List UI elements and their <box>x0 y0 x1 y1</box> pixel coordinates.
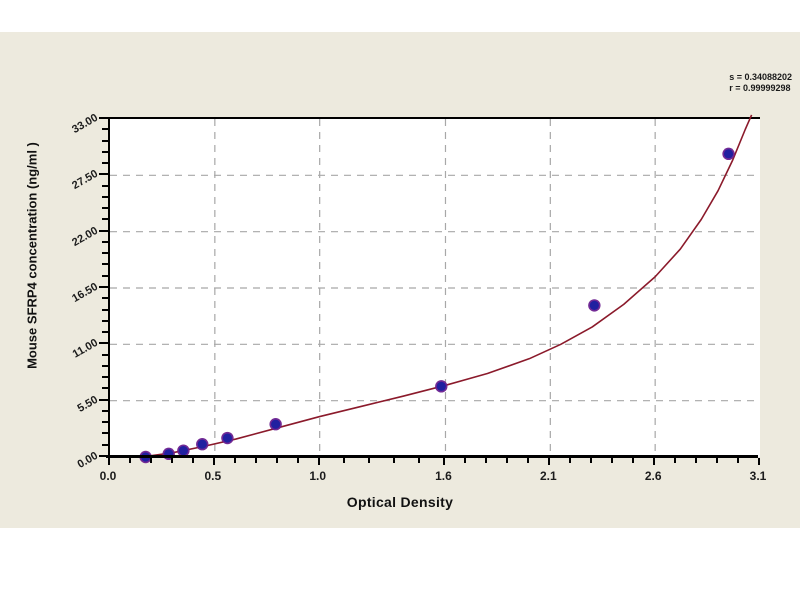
y-tick-minor-3-4 <box>102 240 108 243</box>
x-tick-minor-1-1 <box>233 458 236 463</box>
plot-area <box>108 114 760 464</box>
y-tick-minor-1-4 <box>102 353 108 356</box>
y-tick-major-4 <box>99 229 108 232</box>
x-tick-minor-4-3 <box>611 458 614 463</box>
y-tick-minor-3-2 <box>102 263 108 266</box>
y-tick-major-2 <box>99 342 108 345</box>
x-tick-minor-5-4 <box>737 458 740 463</box>
x-tick-minor-0-2 <box>149 458 152 463</box>
gridlines <box>110 119 760 457</box>
x-tick-minor-3-1 <box>464 458 467 463</box>
x-tick-minor-0-4 <box>191 458 194 463</box>
y-tick-minor-2-2 <box>102 319 108 322</box>
chart-figure: s = 0.34088202 r = 0.99999298 0.0 0.5 1.0 1… <box>0 32 800 528</box>
y-tick-label-5: 27.50 <box>70 168 100 193</box>
x-tick-minor-3-2 <box>485 458 488 463</box>
correlation-statistic: r = 0.99999298 <box>729 83 791 93</box>
y-tick-minor-4-1 <box>102 218 108 221</box>
y-tick-minor-3-1 <box>102 274 108 277</box>
y-tick-label-1: 5.50 <box>75 393 100 415</box>
x-tick-major-6 <box>758 458 760 465</box>
x-tick-label-5: 2.6 <box>644 469 662 483</box>
x-tick-minor-5-1 <box>674 458 677 463</box>
x-axis-title: Optical Density <box>346 494 454 510</box>
y-tick-major-0 <box>99 455 108 457</box>
x-tick-minor-0-3 <box>170 458 173 463</box>
y-tick-label-0: 0.00 <box>75 449 100 471</box>
x-tick-minor-4-4 <box>632 458 635 463</box>
x-tick-minor-0-1 <box>128 458 131 463</box>
y-tick-major-3 <box>99 286 108 288</box>
x-tick-minor-1-4 <box>296 458 299 463</box>
x-tick-major-0 <box>108 458 110 465</box>
y-tick-minor-5-1 <box>102 162 108 165</box>
x-tick-minor-1-3 <box>275 458 278 463</box>
y-tick-minor-1-2 <box>102 376 108 379</box>
x-tick-minor-2-2 <box>368 458 370 463</box>
y-tick-minor-4-4 <box>102 184 108 187</box>
slope-statistic: s = 0.34088202 <box>729 72 792 82</box>
x-tick-minor-5-2 <box>695 458 698 463</box>
x-tick-label-0: 0.0 <box>99 469 117 483</box>
y-tick-label-3: 16.50 <box>70 280 100 305</box>
x-tick-minor-5-3 <box>716 458 719 463</box>
x-tick-label-6: 3.1 <box>749 469 767 483</box>
x-tick-label-2: 1.0 <box>309 469 327 483</box>
y-tick-major-1 <box>99 398 108 401</box>
y-tick-minor-5-3 <box>102 139 108 142</box>
x-tick-minor-2-1 <box>342 458 345 463</box>
y-tick-minor-4-3 <box>102 195 108 198</box>
y-tick-minor-1-1 <box>102 387 108 390</box>
x-tick-major-3 <box>443 458 446 465</box>
y-tick-minor-0-4 <box>102 409 108 412</box>
x-tick-major-1 <box>212 458 215 465</box>
y-tick-minor-0-2 <box>102 432 108 435</box>
data-points <box>139 147 735 464</box>
y-tick-minor-1-3 <box>102 364 108 367</box>
x-tick-minor-4-1 <box>569 458 572 463</box>
y-tick-label-6: 33.00 <box>70 111 100 136</box>
y-tick-minor-5-4 <box>102 128 108 131</box>
y-tick-label-4: 22.00 <box>70 224 100 249</box>
y-tick-minor-2-4 <box>102 297 108 300</box>
y-tick-minor-4-2 <box>102 207 108 210</box>
x-tick-major-2 <box>317 458 320 465</box>
y-tick-minor-5-2 <box>102 150 108 153</box>
y-tick-minor-3-3 <box>102 252 108 255</box>
x-tick-minor-2-3 <box>393 458 396 463</box>
fitted-curve <box>141 114 753 458</box>
x-axis-line <box>106 455 758 458</box>
fit-statistics: s = 0.34088202 r = 0.99999298 <box>729 72 792 94</box>
x-tick-minor-3-4 <box>527 458 530 463</box>
x-tick-label-4: 2.1 <box>539 469 557 483</box>
y-tick-major-6 <box>99 117 108 119</box>
x-tick-major-5 <box>653 458 656 465</box>
x-tick-minor-1-2 <box>254 458 257 463</box>
y-tick-minor-0-1 <box>102 443 108 446</box>
y-tick-minor-2-1 <box>102 331 108 334</box>
x-tick-label-1: 0.5 <box>204 469 222 483</box>
y-tick-major-5 <box>99 173 108 176</box>
x-tick-minor-3-3 <box>506 458 509 463</box>
x-tick-major-4 <box>548 458 551 465</box>
y-tick-label-2: 11.00 <box>70 337 100 361</box>
y-axis-title: Mouse SFRP4 concentration (ng/ml ) <box>24 142 40 369</box>
x-tick-minor-2-4 <box>418 458 421 463</box>
y-tick-minor-0-3 <box>102 421 108 424</box>
x-tick-label-3: 1.6 <box>435 469 452 483</box>
y-tick-minor-2-3 <box>102 308 108 311</box>
x-tick-minor-4-2 <box>590 458 593 463</box>
